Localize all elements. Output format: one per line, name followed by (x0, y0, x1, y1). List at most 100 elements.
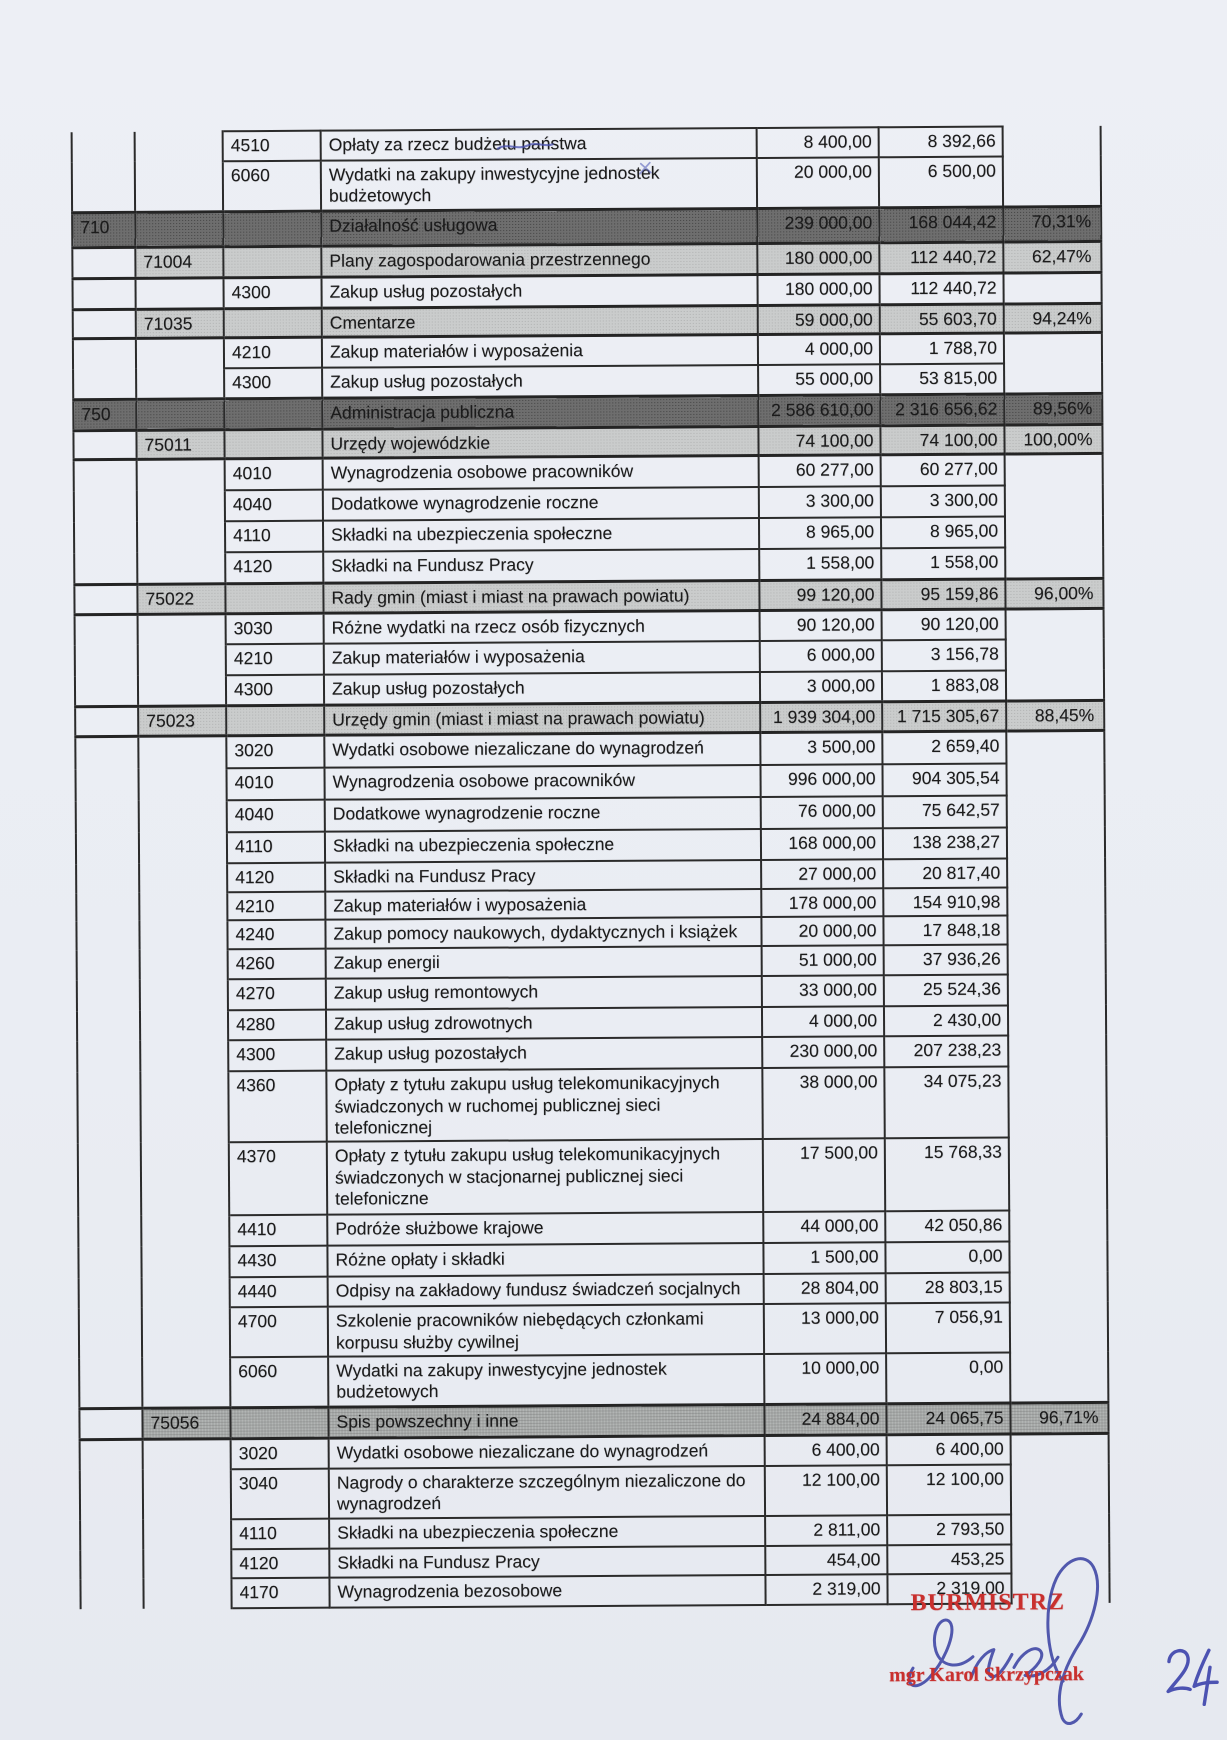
cell-paragraf: 4300 (225, 674, 325, 707)
cell-rozdzial (143, 1577, 232, 1609)
cell-procent (1009, 1272, 1108, 1303)
cell-procent (1004, 453, 1103, 486)
cell-procent (1002, 155, 1102, 207)
cell-plan: 6 400,00 (764, 1435, 887, 1466)
cell-paragraf: 4120 (225, 551, 324, 585)
cell-wykonanie: 7 056,91 (885, 1302, 1011, 1354)
cell-procent (1004, 484, 1103, 517)
cell-paragraf: 4510 (222, 130, 321, 162)
cell-dzial (75, 768, 139, 802)
cell-plan: 74 100,00 (758, 425, 881, 456)
cell-paragraf: 4120 (227, 862, 326, 893)
cell-procent: 94,24% (1003, 303, 1102, 334)
cell-dzial (73, 430, 137, 461)
cell-plan: 8 400,00 (756, 127, 879, 159)
cell-procent (1009, 1210, 1108, 1242)
cell-paragraf: 3040 (230, 1468, 330, 1519)
cell-paragraf: 4300 (224, 367, 323, 399)
cell-paragraf: 3020 (230, 1438, 329, 1470)
cell-paragraf: 6060 (230, 1356, 329, 1409)
cell-plan: 1 500,00 (763, 1242, 886, 1275)
cell-paragraf: 4430 (229, 1245, 328, 1278)
cell-rozdzial: 75056 (142, 1408, 231, 1440)
cell-wykonanie: 1 558,00 (881, 547, 1006, 581)
cell-plan: 51 000,00 (761, 945, 884, 977)
cell-rozdzial: 71004 (135, 246, 224, 279)
cell-procent (1008, 1066, 1107, 1138)
cell-nazwa: Wydatki osobowe niezaliczane do wynagrod… (328, 1435, 765, 1469)
cell-wykonanie: 25 524,36 (883, 974, 1008, 1007)
cell-wykonanie: 2 430,00 (883, 1005, 1009, 1037)
cell-rozdzial (139, 979, 228, 1012)
cell-wykonanie: 34 075,23 (884, 1066, 1009, 1139)
cell-wykonanie: 75 642,57 (882, 795, 1007, 829)
cell-nazwa: Dodatkowe wynagrodzenie roczne (324, 796, 761, 832)
cell-rozdzial (141, 1215, 230, 1248)
cell-paragraf (226, 705, 325, 737)
cell-rozdzial (138, 768, 227, 801)
cell-plan: 230 000,00 (762, 1036, 885, 1069)
cell-plan: 180 000,00 (757, 242, 880, 275)
cell-wykonanie: 207 238,23 (884, 1035, 1009, 1068)
cell-wykonanie: 1 788,70 (879, 333, 1005, 364)
cell-paragraf: 4120 (231, 1548, 330, 1578)
cell-plan: 59 000,00 (757, 304, 880, 335)
cell-procent (1003, 272, 1102, 304)
table-row: 6060 Wydatki na zakupy inwestycyjne jedno… (79, 1351, 1109, 1410)
cell-plan: 24 884,00 (764, 1404, 887, 1436)
cell-nazwa: Wydatki na zakupy inwestycyjne jednostek… (328, 1353, 765, 1408)
cell-dzial (75, 800, 139, 834)
cell-rozdzial (134, 161, 224, 213)
table-row: 6060 Wydatki na zakupy inwestycyjne jedno… (71, 155, 1102, 213)
cell-dzial (71, 161, 136, 213)
cell-procent: 70,31% (1003, 206, 1102, 242)
cell-rozdzial (141, 1246, 230, 1279)
cell-wykonanie: 0,00 (886, 1352, 1011, 1405)
cell-paragraf: 4210 (225, 643, 324, 676)
cell-plan: 4 000,00 (761, 1006, 885, 1038)
cell-nazwa: Dodatkowe wynagrodzenie roczne (322, 486, 759, 521)
cell-nazwa: Zakup usług zdrowotnych (325, 1007, 763, 1040)
cell-plan: 90 120,00 (759, 610, 882, 641)
cell-paragraf: 4010 (224, 458, 323, 491)
cell-plan: 180 000,00 (757, 273, 880, 306)
cell-wykonanie: 3 300,00 (880, 485, 1005, 518)
cell-paragraf: 4240 (227, 919, 326, 950)
cell-wykonanie: 74 100,00 (880, 425, 1005, 456)
cell-rozdzial (135, 211, 224, 248)
cell-dzial (78, 1278, 142, 1309)
cell-rozdzial (141, 1307, 231, 1358)
budget-table: 4510 Opłaty za rzecz budżetu państwa 8 400… (71, 125, 1111, 1610)
cell-plan: 20 000,00 (761, 916, 884, 947)
cell-nazwa: Składki na Fundusz Pracy (329, 1545, 766, 1578)
cell-nazwa: Wynagrodzenia osobowe pracowników (322, 455, 759, 490)
cell-nazwa: Urzędy gmin (miast i miast na prawach po… (324, 702, 761, 736)
cell-paragraf: 4170 (231, 1577, 330, 1608)
cell-procent (1010, 1463, 1110, 1515)
cell-paragraf: 4360 (228, 1070, 327, 1143)
cell-rozdzial (136, 490, 225, 522)
cell-wykonanie: 2 316 656,62 (880, 394, 1005, 426)
cell-rozdzial (139, 892, 228, 922)
cell-nazwa: Cmentarze (321, 305, 758, 338)
cell-rozdzial: 75022 (137, 584, 226, 615)
cell-dzial (77, 1143, 142, 1217)
cell-dzial (72, 247, 136, 279)
cell-procent (1006, 762, 1105, 796)
cell-wykonanie: 15 768,33 (884, 1137, 1010, 1212)
cell-wykonanie: 2 659,40 (882, 731, 1007, 765)
handwritten-signature (907, 1557, 1099, 1725)
cell-paragraf (225, 583, 324, 615)
cell-wykonanie: 904 305,54 (882, 763, 1007, 797)
cell-plan: 76 000,00 (760, 796, 883, 829)
cell-rozdzial (135, 337, 225, 369)
cell-plan: 2 586 610,00 (758, 394, 881, 427)
cell-wykonanie: 42 050,86 (885, 1210, 1010, 1243)
table-row: 4700 Szkolenie pracowników niebędących cz… (78, 1302, 1109, 1359)
cell-rozdzial (138, 800, 227, 833)
cell-dzial (79, 1469, 144, 1520)
cell-procent: 62,47% (1003, 241, 1102, 273)
cell-nazwa: Działalność usługowa (321, 208, 758, 246)
cell-wykonanie: 154 910,98 (883, 887, 1008, 917)
